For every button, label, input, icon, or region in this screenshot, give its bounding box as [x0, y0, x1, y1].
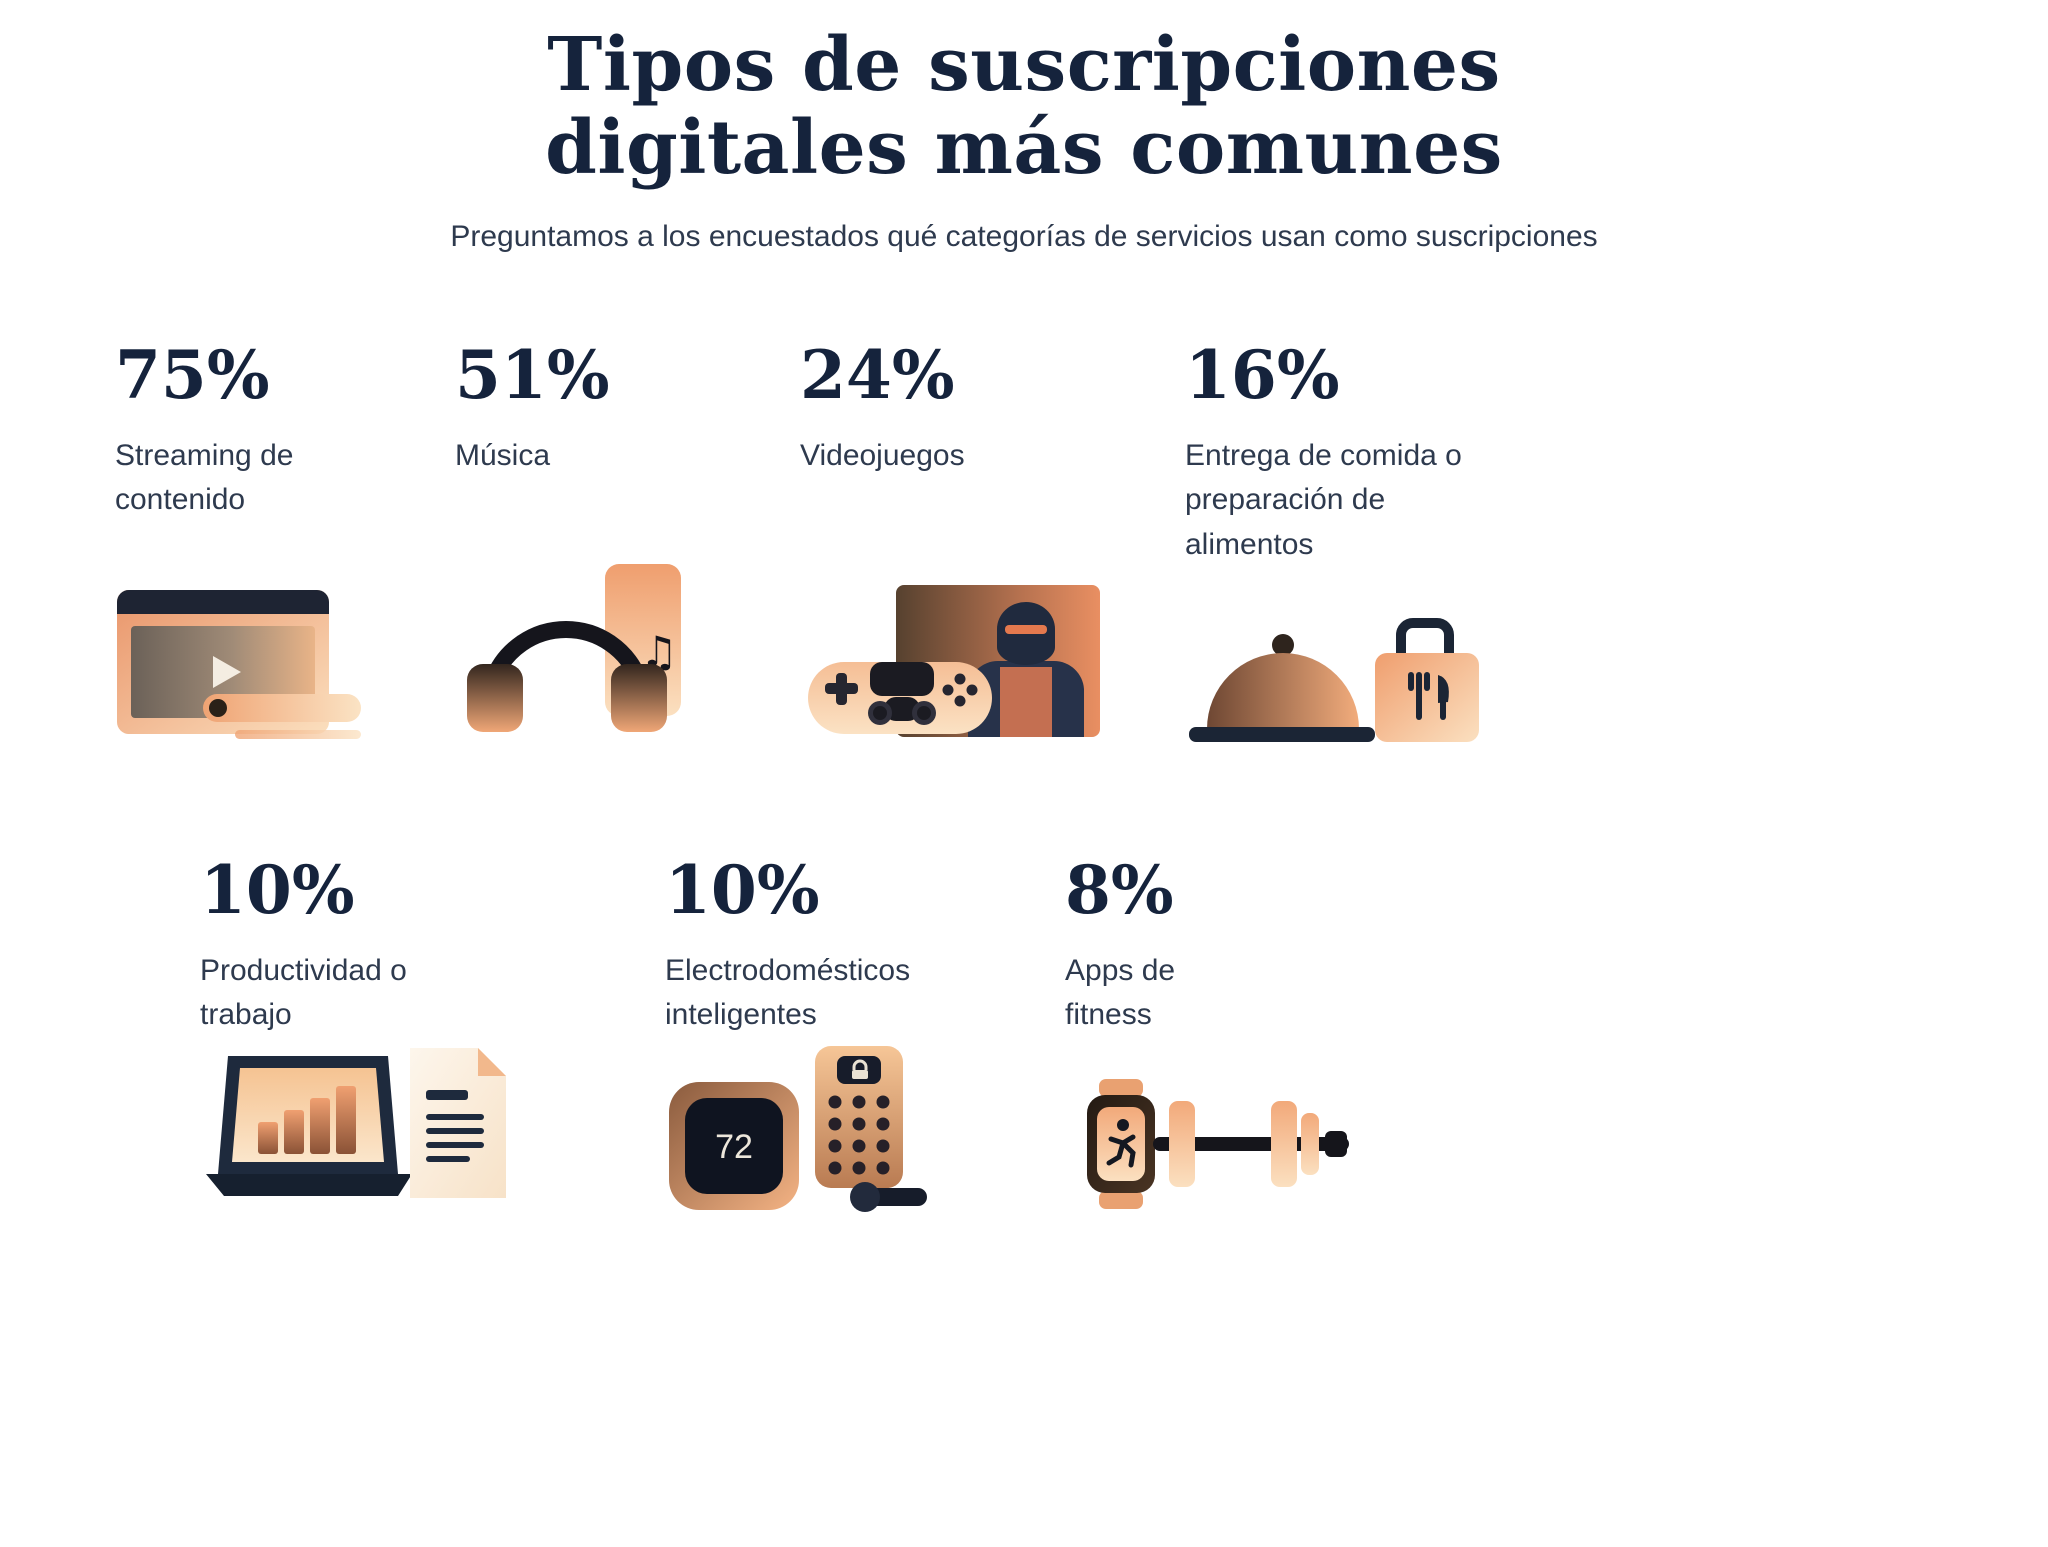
thermostat-display: 72	[715, 1128, 753, 1166]
keypad	[828, 1095, 890, 1175]
smart-lock	[815, 1045, 927, 1212]
knight-figure	[968, 601, 1084, 737]
stat-value: 16%	[1185, 335, 1340, 414]
bar-chart-on-screen	[258, 1085, 356, 1154]
stat-label: Productividad o trabajo	[200, 953, 407, 1032]
stat-card-productividad: 10% Productividad o trabajo	[200, 857, 665, 1223]
stat-label: Electrodomésticos inteligentes	[665, 953, 911, 1032]
fitness-watch-dumbbell-icon	[1065, 1073, 1355, 1223]
video-streaming-icon	[115, 582, 365, 752]
stat-value: 10%	[200, 850, 355, 929]
document	[410, 1047, 506, 1198]
stat-value: 10%	[665, 850, 820, 929]
stat-card-comida: 16% Entrega de comida o preparación de a…	[1185, 342, 2048, 752]
stat-label: Apps de fitness	[1065, 953, 1176, 1032]
utensils-icon	[1408, 671, 1446, 720]
food-delivery-icon	[1185, 567, 1485, 752]
stat-card-musica: 51% Música ♫	[455, 342, 800, 752]
stat-value: 8%	[1065, 850, 1174, 929]
stat-label: Videojuegos	[800, 438, 965, 472]
subtitle: Preguntamos a los encuestados qué catego…	[450, 219, 1598, 253]
stat-label: Streaming de contenido	[115, 438, 294, 517]
laptop-document-icon	[200, 1038, 520, 1223]
stat-value: 24%	[800, 335, 955, 414]
page-title: Tipos de suscripciones digitales más com…	[0, 0, 2048, 190]
stat-card-streaming: 75% Streaming de contenido	[115, 342, 455, 752]
smartwatch	[1087, 1078, 1155, 1209]
stat-card-electrodomesticos: 10% Electrodomésticos inteligentes	[665, 857, 1065, 1223]
page-title-line-1: Tipos de suscripciones	[547, 22, 1501, 108]
stat-card-videojuegos: 24% Videojuegos	[800, 342, 1185, 752]
dumbbell	[1153, 1100, 1349, 1187]
game-controller-icon	[800, 567, 1110, 752]
smart-home-devices-icon: 72	[665, 1038, 935, 1223]
page-title-line-2: digitales más comunes	[545, 104, 1503, 191]
stats-row-2: 10% Productividad o trabajo	[0, 857, 2048, 1223]
stat-label: Música	[455, 438, 551, 472]
runner-icon	[1106, 1118, 1136, 1168]
stat-label: Entrega de comida o preparación de alime…	[1185, 438, 1462, 561]
stat-value: 51%	[455, 335, 610, 414]
smart-thermostat: 72	[669, 1081, 799, 1210]
lock-icon	[852, 1059, 868, 1070]
gamepad	[808, 661, 992, 734]
headphones-icon: ♫	[455, 562, 695, 752]
stats-row-1: 75% Streaming de contenido	[0, 342, 2048, 752]
stat-value: 75%	[115, 335, 270, 414]
stat-card-fitness: 8% Apps de fitness	[1065, 857, 2048, 1223]
